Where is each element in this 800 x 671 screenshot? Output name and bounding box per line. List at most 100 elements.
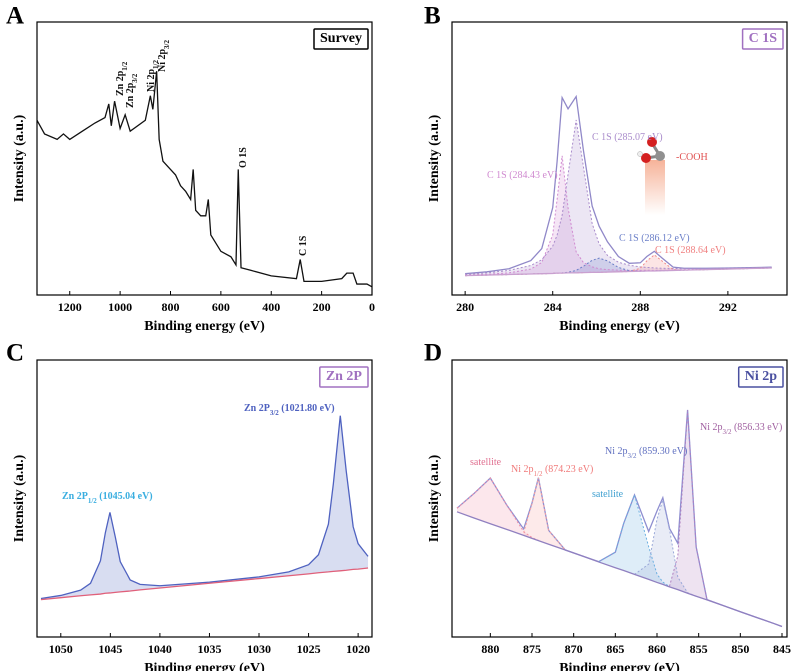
annotation: C 1S (286.12 eV) xyxy=(619,233,690,244)
annotation: Ni 2p3/2 (859.30 eV) xyxy=(605,446,687,459)
oxygen-atom xyxy=(647,137,657,147)
annotation-text: C 1S (288.64 eV) xyxy=(655,245,726,256)
annotation-suffix: (1021.80 eV) xyxy=(279,403,335,414)
plot-area xyxy=(37,71,372,288)
x-tick-label: 875 xyxy=(523,642,541,656)
panel-letter: D xyxy=(424,340,442,367)
x-tick-label: 1000 xyxy=(108,300,132,314)
x-tick-label: 865 xyxy=(606,642,624,656)
annotation: Ni 2p1/2 (874.23 eV) xyxy=(511,464,593,477)
plot-frame xyxy=(451,21,788,296)
hydrogen-atom xyxy=(637,151,643,157)
panel-letter: C xyxy=(6,340,24,367)
spectrum-line xyxy=(598,493,670,588)
annotation: Ni 2p3/2 (856.33 eV) xyxy=(700,422,782,435)
annotation-subscript: 1/2 xyxy=(152,59,160,68)
x-tick-label: 400 xyxy=(262,300,280,314)
annotation-text: Ni 2p xyxy=(700,422,723,433)
component-area xyxy=(457,478,539,541)
x-tick-label: 284 xyxy=(544,300,562,314)
annotation-text: Zn 2P xyxy=(244,403,270,414)
annotation-text: satellite xyxy=(592,489,624,500)
annotation-subscript: 3/2 xyxy=(628,452,637,460)
annotation-text: -COOH xyxy=(676,152,708,163)
y-axis-label: Intensity (a.u.) xyxy=(12,114,27,202)
component-area xyxy=(598,494,670,587)
annotation: Zn 2p3/2 xyxy=(125,73,138,108)
x-tick-label: 288 xyxy=(631,300,649,314)
plot-frame xyxy=(451,359,788,638)
x-tick-label: 1200 xyxy=(58,300,82,314)
spectrum-line xyxy=(465,119,772,275)
annotation: -COOH xyxy=(676,152,708,163)
component-area xyxy=(669,410,724,606)
plot-area xyxy=(456,409,783,628)
annotation: C 1S (285.07 eV) xyxy=(592,132,663,143)
annotation-text: Ni 2p xyxy=(605,446,628,457)
panel: 1050 1045 1040 1035 1030 1025 1020 Binding ener… xyxy=(6,340,373,671)
y-axis-label: Intensity (a.u.) xyxy=(12,454,27,542)
panel: 280 284 288 292 Binding energy (eV) Intensity… xyxy=(424,3,788,334)
annotation-text: O 1S xyxy=(238,147,249,168)
x-tick-label: 870 xyxy=(565,642,583,656)
annotation-text: satellite xyxy=(470,457,502,468)
spectrum-line xyxy=(40,415,369,600)
title-box xyxy=(319,366,369,388)
x-tick-label: 1050 xyxy=(49,642,73,656)
panel: 1200 1000 800 600 400 200 0 Binding energy (eV)… xyxy=(6,3,375,334)
annotation-suffix: (1045.04 eV) xyxy=(97,491,153,502)
plot-area xyxy=(465,94,772,277)
annotation-text: C 1S xyxy=(298,235,309,256)
annotation: satellite xyxy=(592,489,624,500)
annotation-subscript: 3/2 xyxy=(163,39,171,48)
x-tick-label: 292 xyxy=(719,300,737,314)
annotation: Ni 2p1/2 xyxy=(146,59,159,92)
panel-title: Zn 2P xyxy=(326,369,363,384)
title-box xyxy=(313,28,369,50)
component-area xyxy=(634,499,697,597)
panel-letter: A xyxy=(6,3,24,30)
spectrum-line xyxy=(37,71,372,288)
x-axis-label: Binding energy (eV) xyxy=(144,319,265,334)
x-tick-label: 0 xyxy=(369,300,375,314)
annotation-subscript: 1/2 xyxy=(88,497,97,505)
annotation-subscript: 3/2 xyxy=(723,428,732,436)
annotation: Zn 2P1/2 (1045.04 eV) xyxy=(62,491,153,504)
x-tick-label: 200 xyxy=(313,300,331,314)
annotation: satellite xyxy=(470,457,502,468)
annotation: Zn 2p1/2 xyxy=(115,61,128,96)
spectrum-line xyxy=(634,497,697,597)
title-box xyxy=(741,28,784,50)
spectrum-line xyxy=(523,477,566,551)
annotation: Ni 2p3/2 xyxy=(157,39,170,72)
y-axis-label: Intensity (a.u.) xyxy=(427,114,442,202)
spectrum-line xyxy=(669,410,724,607)
annotation-text: C 1S (285.07 eV) xyxy=(592,132,663,143)
plot-area xyxy=(40,415,369,601)
annotation: Zn 2P3/2 (1021.80 eV) xyxy=(244,403,335,416)
plot-frame xyxy=(36,21,373,296)
annotation-text: C 1S (284.43 eV) xyxy=(487,170,558,181)
annotation-text: Ni 2p xyxy=(146,69,157,93)
annotation-text: Ni 2p xyxy=(157,49,168,73)
x-tick-label: 1025 xyxy=(297,642,321,656)
x-tick-label: 860 xyxy=(648,642,666,656)
annotation-text: Zn 2P xyxy=(62,491,88,502)
plot-frame xyxy=(36,359,373,638)
x-tick-label: 850 xyxy=(731,642,749,656)
background-line xyxy=(465,267,772,277)
x-tick-label: 855 xyxy=(690,642,708,656)
annotation-subscript: 3/2 xyxy=(131,73,139,82)
annotation-suffix: (859.30 eV) xyxy=(636,446,687,457)
panel-title: C 1S xyxy=(749,31,778,46)
x-tick-label: 845 xyxy=(773,642,791,656)
title-box xyxy=(737,366,784,388)
x-tick-label: 1045 xyxy=(98,642,122,656)
annotation-subscript: 1/2 xyxy=(534,470,543,478)
background-line xyxy=(40,567,369,601)
panel-title: Ni 2p xyxy=(745,369,778,384)
annotation: C 1S xyxy=(298,235,309,256)
x-tick-label: 600 xyxy=(212,300,230,314)
